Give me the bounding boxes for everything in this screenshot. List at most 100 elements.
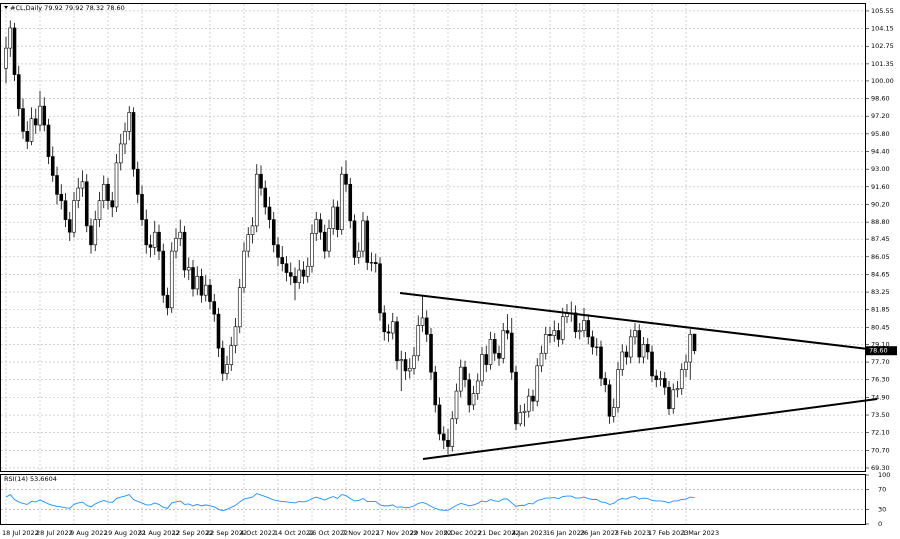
candle-body: [318, 219, 323, 233]
candle-body: [548, 334, 552, 336]
candle-body: [127, 112, 132, 132]
x-tick-label: 4 Jan 2023: [512, 529, 547, 537]
candle-body: [297, 269, 302, 283]
rsi-tick-label: 0: [878, 520, 882, 528]
candle-body: [480, 354, 484, 382]
y-tick-label: 100.00: [871, 77, 894, 85]
candle-body: [429, 334, 433, 373]
candle-body: [645, 344, 650, 353]
y-tick-label: 70.70: [871, 446, 890, 454]
title-arrow: [4, 6, 8, 9]
candle-body: [531, 395, 535, 402]
y-tick-label: 101.35: [871, 60, 894, 68]
candle-body: [369, 262, 374, 264]
candle-body: [38, 105, 42, 126]
candle-body: [131, 112, 136, 170]
candle-body: [195, 276, 200, 290]
x-tick-label: 4 Oct 2022: [240, 529, 276, 537]
upper-trendline: [399, 292, 869, 350]
candle-body: [161, 250, 166, 296]
candle-body: [276, 244, 280, 258]
y-tick-label: 86.05: [871, 253, 890, 261]
candle-body: [203, 284, 208, 296]
candle-body: [688, 334, 693, 363]
candle-body: [101, 183, 106, 201]
y-tick-label: 97.20: [871, 112, 890, 120]
x-tick-label: 17 Feb 2023: [648, 529, 688, 537]
y-tick-label: 98.60: [871, 95, 890, 103]
candle-body: [169, 250, 174, 309]
candle-body: [514, 371, 518, 425]
x-tick-label: 26 Oct 2022: [308, 529, 348, 537]
candle-body: [314, 219, 319, 234]
candle-body: [526, 395, 531, 412]
candle-body: [89, 225, 93, 246]
last-price-label: 78.60: [869, 347, 888, 355]
x-tick-label: 19 Aug 2022: [104, 529, 146, 537]
candle-body: [339, 173, 344, 230]
candle-body: [310, 233, 314, 267]
x-tick-label: 31 Aug 2022: [138, 529, 180, 537]
candle-body: [679, 369, 684, 389]
candle-body: [543, 334, 548, 354]
y-tick-label: 73.50: [871, 411, 890, 419]
candle-body: [509, 332, 514, 373]
candle-body: [72, 200, 76, 233]
candle-body: [611, 407, 616, 417]
chart-title: #CL,Daily 79.92 79.92 78.32 78.60: [10, 4, 125, 12]
candle-body: [93, 219, 98, 246]
candle-body: [267, 206, 272, 220]
candle-body: [616, 369, 620, 408]
y-tick-label: 80.45: [871, 323, 890, 331]
candle-body: [373, 262, 378, 265]
candle-body: [4, 47, 8, 69]
candle-body: [123, 131, 127, 145]
candle-body: [433, 371, 438, 406]
candle-body: [327, 228, 331, 252]
rsi-frame: [0, 474, 866, 525]
marks: [4, 20, 697, 512]
candle-body: [76, 187, 81, 201]
x-tick-label: 18 Jul 2022: [2, 529, 39, 537]
candle-body: [12, 27, 17, 75]
candle-body: [658, 378, 663, 381]
candle-body: [157, 231, 161, 252]
candle-body: [288, 272, 293, 277]
candle-body: [84, 181, 89, 227]
y-tick-label: 84.65: [871, 270, 890, 278]
candle-body: [178, 231, 183, 239]
candle-body: [305, 265, 310, 277]
candle-body: [106, 183, 110, 201]
candle-body: [174, 238, 178, 252]
candle-body: [186, 267, 191, 271]
y-tick-label: 83.25: [871, 288, 890, 296]
x-tick-label: 12 Sep 2022: [172, 529, 213, 537]
y-tick-label: 69.30: [871, 464, 890, 472]
candle-body: [556, 330, 561, 340]
candle-body: [16, 74, 21, 109]
candle-body: [271, 219, 276, 246]
x-tick-label: 28 Jul 2022: [36, 529, 73, 537]
candle-body: [97, 200, 102, 220]
candle-body: [191, 267, 195, 290]
candle-body: [80, 181, 85, 189]
x-tick-label: 1 Mar 2023: [682, 529, 719, 537]
candle-body: [365, 220, 370, 263]
y-tick-label: 77.70: [871, 358, 890, 366]
candle-body: [348, 183, 353, 222]
candle-body: [378, 263, 382, 314]
candle-body: [560, 316, 565, 340]
candle-body: [8, 27, 13, 49]
candle-body: [356, 250, 361, 258]
candle-body: [25, 131, 30, 142]
candle-body: [577, 330, 582, 333]
candle-body: [633, 330, 637, 338]
candle-body: [692, 333, 697, 352]
candle-body: [216, 313, 221, 349]
candle-body: [59, 194, 64, 201]
candle-body: [280, 257, 285, 265]
candle-body: [399, 359, 404, 362]
x-tick-label: 29 Nov 2022: [410, 529, 452, 537]
candle-body: [628, 336, 633, 358]
